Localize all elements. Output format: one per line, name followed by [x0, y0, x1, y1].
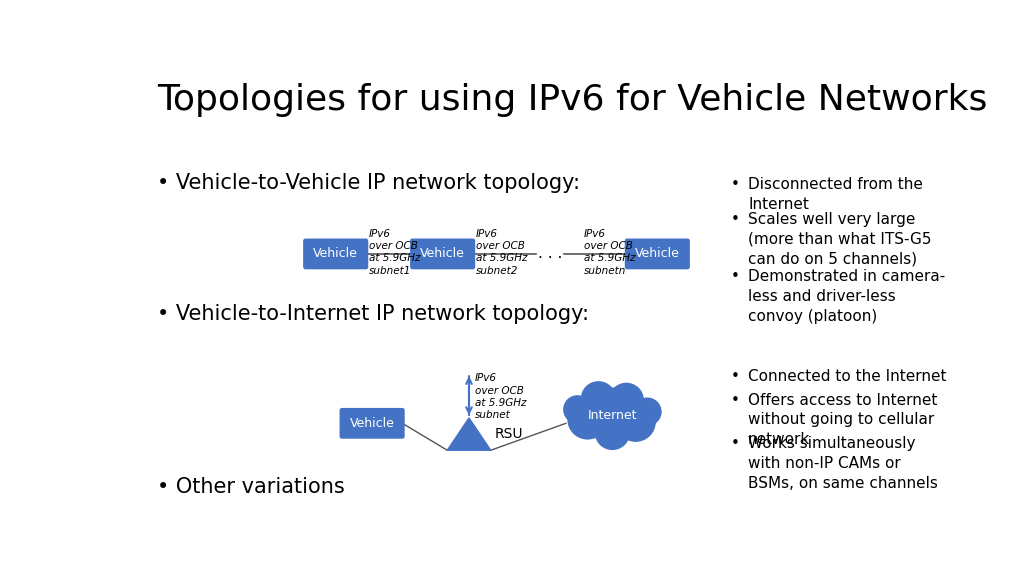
Circle shape	[595, 416, 630, 449]
Text: Vehicle: Vehicle	[349, 417, 394, 430]
Text: . . .: . . .	[538, 247, 562, 262]
FancyBboxPatch shape	[340, 408, 404, 439]
Text: Vehicle: Vehicle	[635, 248, 680, 260]
Text: IPv6
over OCB
at 5.9GHz
subnet: IPv6 over OCB at 5.9GHz subnet	[475, 373, 526, 420]
Text: IPv6
over OCB
at 5.9GHz
subnetn: IPv6 over OCB at 5.9GHz subnetn	[584, 229, 635, 276]
Text: IPv6
over OCB
at 5.9GHz
subnet1: IPv6 over OCB at 5.9GHz subnet1	[369, 229, 421, 276]
Text: •: •	[731, 211, 739, 226]
Text: Demonstrated in camera-
less and driver-less
convoy (platoon): Demonstrated in camera- less and driver-…	[748, 270, 945, 324]
Text: •: •	[731, 177, 739, 192]
Circle shape	[609, 384, 643, 417]
Text: •: •	[731, 392, 739, 408]
FancyBboxPatch shape	[303, 238, 369, 270]
Text: Vehicle: Vehicle	[420, 248, 465, 260]
FancyBboxPatch shape	[410, 238, 475, 270]
Text: Topologies for using IPv6 for Vehicle Networks: Topologies for using IPv6 for Vehicle Ne…	[158, 83, 988, 117]
Text: IPv6
over OCB
at 5.9GHz
subnet2: IPv6 over OCB at 5.9GHz subnet2	[476, 229, 527, 276]
Text: Connected to the Internet: Connected to the Internet	[748, 369, 946, 384]
Circle shape	[585, 388, 640, 443]
Text: RSU: RSU	[495, 427, 523, 441]
Text: • Vehicle-to-Vehicle IP network topology:: • Vehicle-to-Vehicle IP network topology…	[158, 173, 581, 193]
Text: Vehicle: Vehicle	[313, 248, 358, 260]
Text: Offers access to Internet
without going to cellular
network: Offers access to Internet without going …	[748, 392, 937, 447]
Text: •: •	[731, 270, 739, 285]
Text: • Vehicle-to-Internet IP network topology:: • Vehicle-to-Internet IP network topolog…	[158, 304, 590, 324]
Text: • Other variations: • Other variations	[158, 478, 345, 497]
Text: Scales well very large
(more than what ITS-G5
can do on 5 channels): Scales well very large (more than what I…	[748, 211, 932, 266]
Circle shape	[616, 403, 655, 441]
Text: Works simultaneously
with non-IP CAMs or
BSMs, on same channels: Works simultaneously with non-IP CAMs or…	[748, 437, 938, 491]
Circle shape	[568, 400, 607, 439]
Circle shape	[634, 398, 660, 425]
Circle shape	[582, 382, 615, 415]
FancyBboxPatch shape	[625, 238, 690, 270]
Text: •: •	[731, 437, 739, 452]
Text: Internet: Internet	[588, 409, 637, 422]
Polygon shape	[447, 418, 490, 450]
Circle shape	[564, 396, 591, 423]
Text: Disconnected from the
Internet: Disconnected from the Internet	[748, 177, 923, 212]
Text: •: •	[731, 369, 739, 384]
